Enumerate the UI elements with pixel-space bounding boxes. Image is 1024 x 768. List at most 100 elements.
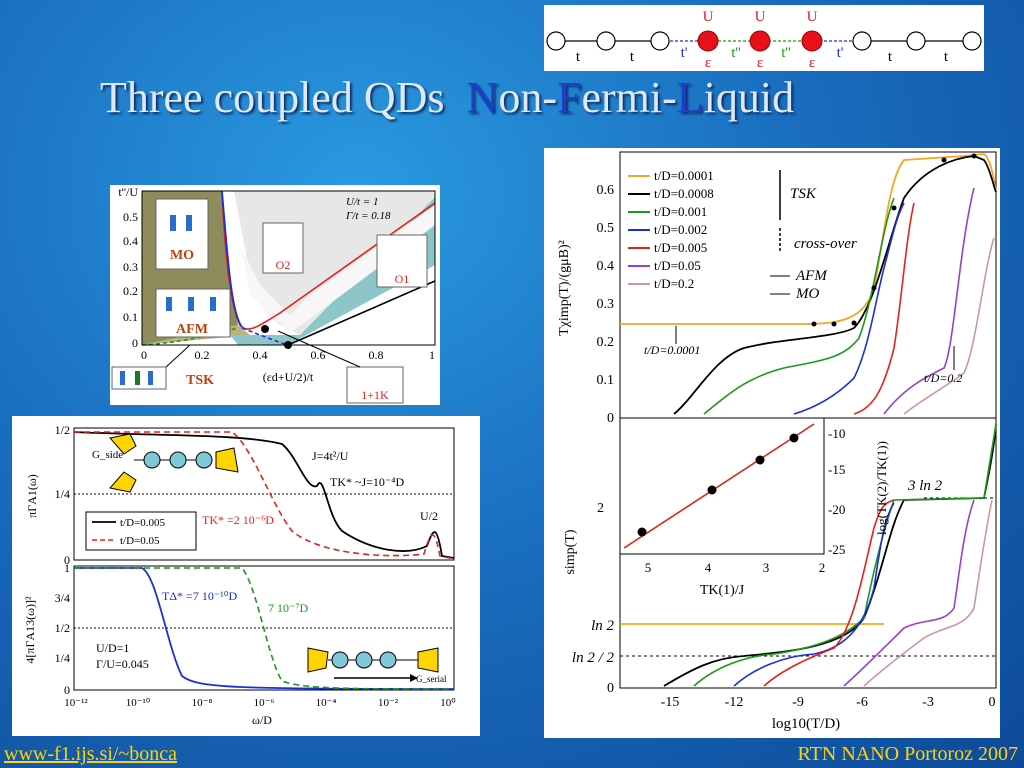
inset-ylabel: log(TK(2)/TK(1))	[874, 441, 889, 535]
s-tick-ln2-2: ln 2 / 2	[572, 650, 615, 666]
thermo-legend: t/D=0.002	[654, 222, 707, 237]
spec-legend-2: t/D=0.05	[120, 535, 160, 547]
svg-text:0.2: 0.2	[597, 335, 615, 350]
pd-ylabel: t''/U	[118, 185, 138, 199]
svg-text:0.3: 0.3	[123, 260, 138, 274]
annot-tdelta: TΔ* =7 10⁻¹⁰D	[162, 589, 238, 603]
svg-text:-15: -15	[828, 462, 845, 477]
group-afm: AFM	[795, 268, 828, 284]
pd-xlabel: (εd+U/2)/t	[263, 370, 314, 384]
region-mo: MO	[170, 248, 194, 263]
phase-diagram-figure: t''/U 0.5 0.4 0.3 0.2 0.1 0 0 0.2 0.4 0.…	[110, 185, 440, 405]
svg-text:-6: -6	[856, 695, 868, 710]
svg-text:10⁻⁸: 10⁻⁸	[192, 697, 213, 709]
spec-bottom-ylabel: 4[πΓA13(ω)]²	[23, 596, 37, 664]
svg-text:0: 0	[607, 681, 614, 696]
region-tsk: TSK	[186, 373, 214, 388]
svg-text:2: 2	[819, 560, 826, 575]
svg-text:1/2: 1/2	[55, 423, 70, 437]
svg-text:0.6: 0.6	[597, 183, 615, 198]
thermo-xlabel: log10(T/D)	[772, 716, 840, 732]
svg-text:1/4: 1/4	[55, 651, 70, 665]
annot-ud: U/D=1	[96, 641, 129, 655]
svg-text:0.5: 0.5	[123, 210, 138, 224]
svg-text:0.1: 0.1	[123, 310, 138, 324]
chain-diagram: t t t' t'' t'' t' t t U U U ε ε ε	[544, 5, 984, 71]
svg-text:-9: -9	[792, 695, 804, 710]
svg-text:3: 3	[763, 560, 770, 575]
dot-eps-label: ε	[809, 55, 815, 71]
dot-2	[749, 30, 771, 52]
svg-text:0.4: 0.4	[123, 234, 138, 248]
g-serial-label: G_serial	[416, 674, 447, 684]
svg-text:0.3: 0.3	[597, 297, 615, 312]
thermo-legend: t/D=0.0008	[654, 186, 714, 201]
svg-text:-25: -25	[828, 542, 845, 557]
marker-low: t/D=0.0001	[644, 343, 700, 357]
marker-high: t/D=0.2	[924, 371, 962, 385]
hop-label: t'	[837, 45, 844, 61]
pd-param: Γ/t = 0.18	[345, 210, 391, 222]
annot-tk-red: TK* =2 10⁻⁶D	[202, 513, 274, 527]
g-side-label: G_side	[92, 449, 123, 461]
dot-u-label: U	[755, 9, 766, 25]
svg-text:1: 1	[64, 561, 70, 575]
slide-title: Three coupled QDs Non-Fermi-Liquid	[100, 73, 795, 122]
thermo-legend: t/D=0.001	[654, 204, 707, 219]
footer-event: RTN NANO Portoroz 2007	[797, 743, 1018, 765]
svg-text:10⁻⁶: 10⁻⁶	[254, 697, 275, 709]
annot-gu: Γ/U=0.045	[96, 657, 149, 671]
thermo-legend: t/D=0.05	[654, 258, 701, 273]
annot-3ln2: 3 ln 2	[907, 478, 943, 494]
group-mo: MO	[795, 286, 819, 302]
svg-text:0: 0	[607, 411, 614, 426]
dot-u-label: U	[807, 9, 818, 25]
svg-text:-3: -3	[922, 695, 934, 710]
dot-1	[697, 30, 719, 52]
region-o2: O2	[276, 258, 291, 272]
annot-tk-black: TK* ~J=10⁻⁴D	[330, 475, 404, 489]
thermo-legend: t/D=0.0001	[654, 168, 714, 183]
svg-text:0: 0	[64, 683, 70, 697]
annot-7e7: 7 10⁻⁷D	[268, 601, 309, 615]
svg-text:1/4: 1/4	[55, 487, 70, 501]
hop-label: t'	[681, 45, 688, 61]
title-main: Three coupled QDs	[100, 73, 445, 122]
svg-text:1/2: 1/2	[55, 621, 70, 635]
inset-xlabel: TK(1)/J	[700, 583, 745, 598]
group-tsk: TSK	[790, 186, 817, 202]
svg-text:0.1: 0.1	[597, 373, 615, 388]
svg-text:0: 0	[64, 553, 70, 567]
region-o1: O1	[395, 272, 410, 286]
svg-text:10⁻¹⁰: 10⁻¹⁰	[126, 697, 151, 709]
group-crossover: cross-over	[794, 236, 857, 252]
svg-text:-12: -12	[725, 695, 744, 710]
svg-text:-10: -10	[828, 426, 845, 441]
svg-text:4: 4	[705, 560, 712, 575]
s-tick-ln2: ln 2	[591, 618, 614, 634]
title-cap-f: F	[556, 73, 582, 122]
svg-text:0: 0	[141, 348, 147, 362]
title-cap-n: N	[466, 73, 499, 122]
annot-j: J=4t²/U	[312, 449, 349, 463]
thermo-legend: t/D=0.005	[654, 240, 707, 255]
pd-param: U/t = 1	[346, 196, 378, 208]
svg-text:0: 0	[989, 695, 996, 710]
annot-u2: U/2	[420, 509, 438, 523]
svg-text:0.4: 0.4	[253, 348, 268, 362]
svg-text:0: 0	[132, 336, 138, 350]
spec-top-ylabel: πΓA1(ω)	[25, 474, 39, 518]
svg-text:10⁻¹²: 10⁻¹²	[64, 697, 88, 709]
spec-legend-1: t/D=0.005	[120, 517, 166, 529]
inset-left-tick: 2	[597, 501, 604, 516]
hop-label: t''	[731, 45, 741, 61]
svg-text:0.4: 0.4	[597, 259, 615, 274]
svg-text:0.2: 0.2	[123, 284, 138, 298]
hop-label: t	[888, 49, 893, 65]
svg-text:10⁻²: 10⁻²	[378, 697, 399, 709]
dot-u-label: U	[703, 9, 714, 25]
thermo-top-ylabel: Tχimp(T)/(gμB)²	[557, 240, 572, 336]
hop-label: t	[944, 49, 949, 65]
svg-text:0.5: 0.5	[597, 221, 615, 236]
footer-url[interactable]: www-f1.ijs.si/~bonca	[4, 743, 178, 765]
